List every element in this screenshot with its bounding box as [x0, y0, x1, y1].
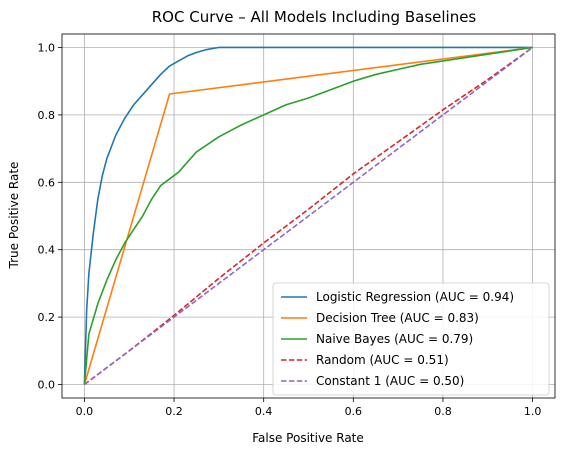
plot-frame: [61, 33, 556, 399]
x-tick-label: 0.0: [76, 405, 94, 418]
axis-ticks: 0.0 0.2 0.4 0.6 0.8 1.0 0.0 0.2 0.4 0.6 0.8 1.0: [38, 41, 542, 418]
x-tick-label: 0.2: [165, 405, 183, 418]
x-axis-label: False Positive Rate: [252, 431, 364, 445]
x-tick-label: 0.4: [255, 405, 273, 418]
series-line-4: [83, 46, 534, 386]
legend-entry-label: Logistic Regression (AUC = 0.94): [316, 290, 514, 304]
x-tick-label: 1.0: [524, 405, 542, 418]
series-line-1: [83, 46, 533, 385]
y-tick-label: 0.8: [38, 109, 56, 122]
y-tick-label: 0.0: [38, 379, 56, 392]
y-tick-label: 1.0: [38, 41, 56, 54]
y-tick-label: 0.2: [38, 311, 56, 324]
y-tick-label: 0.4: [38, 244, 56, 257]
legend-box: [272, 282, 550, 396]
x-tick-label: 0.8: [434, 405, 452, 418]
x-tick-label: 0.6: [345, 405, 363, 418]
legend-entry-label: Random (AUC = 0.51): [316, 353, 449, 367]
series-lines: [83, 46, 534, 386]
legend-entry-label: Naive Bayes (AUC = 0.79): [316, 332, 473, 346]
legend: Logistic Regression (AUC = 0.94) Decision…: [272, 282, 550, 396]
y-axis-label: True Positive Rate: [7, 162, 21, 270]
grid-lines: [62, 34, 555, 398]
series-line-3: [83, 46, 534, 386]
series-line-2: [83, 46, 533, 385]
legend-entry-label: Constant 1 (AUC = 0.50): [316, 374, 464, 388]
legend-entry-label: Decision Tree (AUC = 0.83): [316, 311, 479, 325]
y-tick-label: 0.6: [38, 176, 56, 189]
chart-title: ROC Curve – All Models Including Baselin…: [152, 8, 477, 26]
series-line-0: [83, 46, 533, 385]
